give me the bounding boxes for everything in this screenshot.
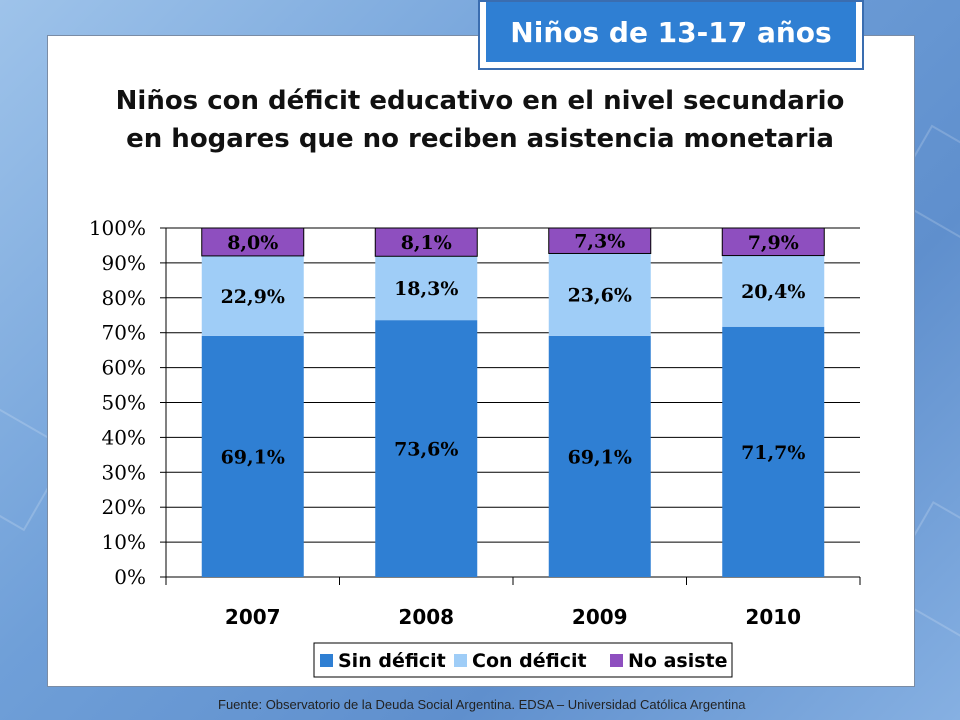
bar-segment — [722, 326, 825, 577]
bar-segment — [548, 253, 651, 336]
bar-segment — [374, 227, 478, 257]
y-tick-label: 20% — [102, 495, 146, 519]
y-tick-label: 0% — [114, 565, 146, 589]
y-tick-label: 60% — [102, 356, 146, 380]
bar-segment — [548, 335, 651, 577]
data-label: 18,3% — [394, 278, 458, 300]
age-group-badge-label: Niños de 13-17 años — [486, 2, 856, 62]
y-tick-label: 10% — [102, 530, 146, 554]
bar-segment — [548, 227, 652, 254]
y-tick-label: 40% — [102, 425, 146, 449]
y-tick-label: 70% — [102, 321, 146, 345]
legend-box — [313, 642, 733, 678]
bar-segment — [375, 320, 478, 577]
data-label: 23,6% — [568, 285, 632, 307]
bar-segment — [201, 335, 304, 577]
legend-label: Sin déficit — [338, 650, 446, 672]
source-note: Fuente: Observatorio de la Deuda Social … — [218, 697, 746, 712]
y-tick-label: 90% — [102, 251, 146, 275]
data-label: 7,9% — [748, 232, 799, 254]
x-tick-label: 2008 — [398, 605, 454, 629]
data-label: 73,6% — [394, 439, 458, 461]
bar-segment — [375, 256, 478, 321]
data-label: 69,1% — [221, 446, 285, 468]
x-tick-label: 2010 — [745, 605, 801, 629]
chart-title-line-1: Niños con déficit educativo en el nivel … — [115, 86, 845, 116]
data-label: 7,3% — [574, 231, 625, 253]
data-label: 8,1% — [401, 232, 452, 254]
x-tick-label: 2007 — [225, 605, 281, 629]
age-group-badge: Niños de 13-17 años — [478, 0, 864, 70]
chart-title: Niños con déficit educativo en el nivel … — [47, 82, 913, 158]
data-label: 20,4% — [741, 281, 805, 303]
data-label: 71,7% — [741, 442, 805, 464]
y-tick-label: 80% — [102, 286, 146, 310]
y-tick-label: 30% — [102, 460, 146, 484]
data-label: 69,1% — [568, 446, 632, 468]
legend-swatch — [320, 654, 333, 667]
y-tick-label: 100% — [89, 216, 146, 240]
bar-segment — [721, 227, 825, 257]
legend-label: No asiste — [628, 650, 728, 672]
x-tick-label: 2009 — [572, 605, 628, 629]
bar-segment — [722, 255, 825, 327]
data-label: 22,9% — [221, 286, 285, 308]
legend-swatch — [610, 654, 623, 667]
chart-title-line-2: en hogares que no reciben asistencia mon… — [126, 124, 834, 154]
legend-label: Con déficit — [472, 650, 587, 672]
bar-segment — [201, 227, 305, 257]
legend-swatch — [454, 654, 467, 667]
bar-segment — [201, 255, 304, 336]
data-label: 8,0% — [227, 232, 278, 254]
y-tick-label: 50% — [102, 391, 146, 415]
